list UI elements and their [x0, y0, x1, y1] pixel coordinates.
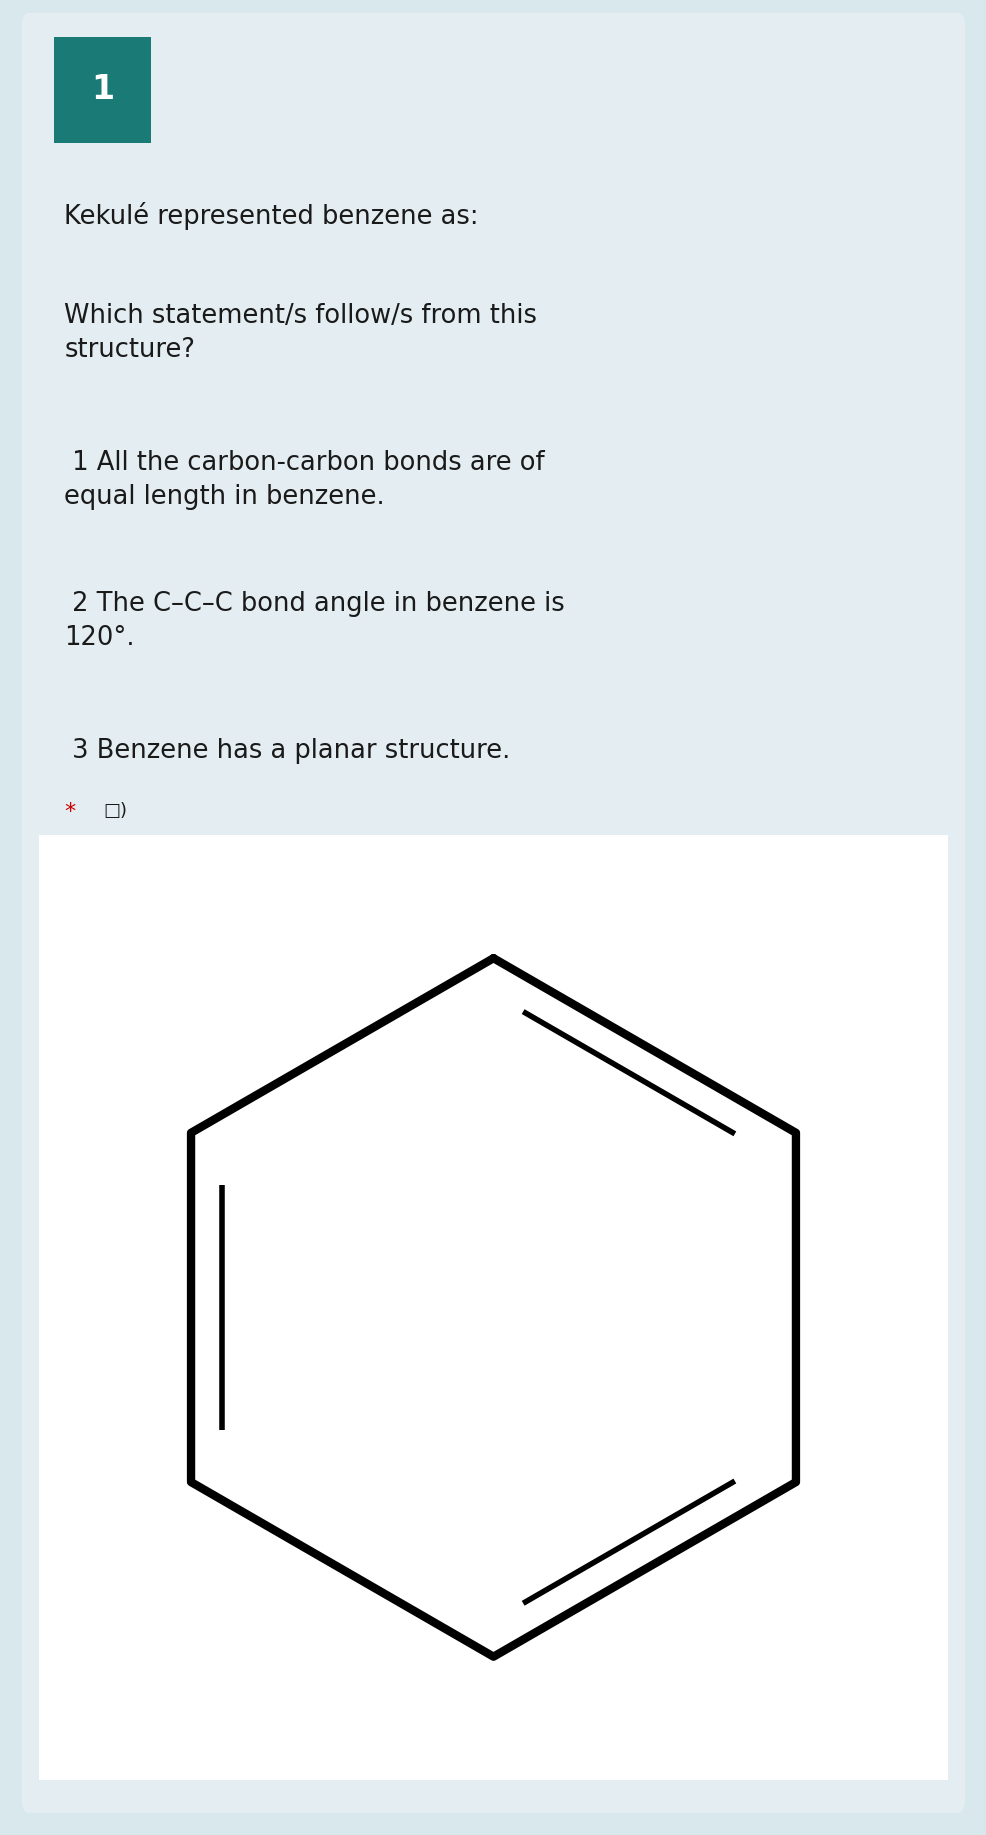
FancyBboxPatch shape	[39, 835, 947, 1780]
Text: 1: 1	[91, 73, 114, 106]
FancyBboxPatch shape	[54, 37, 151, 143]
Text: □): □)	[104, 802, 127, 820]
Text: Kekulé represented benzene as:: Kekulé represented benzene as:	[64, 202, 478, 229]
Text: 2 The C–C–C bond angle in benzene is
120°.: 2 The C–C–C bond angle in benzene is 120…	[64, 591, 564, 651]
Text: Which statement/s follow/s from this
structure?: Which statement/s follow/s from this str…	[64, 303, 536, 363]
FancyBboxPatch shape	[22, 13, 964, 1813]
Text: *: *	[64, 802, 75, 822]
Text: 1 All the carbon-carbon bonds are of
equal length in benzene.: 1 All the carbon-carbon bonds are of equ…	[64, 450, 544, 510]
Text: 3 Benzene has a planar structure.: 3 Benzene has a planar structure.	[64, 738, 510, 763]
